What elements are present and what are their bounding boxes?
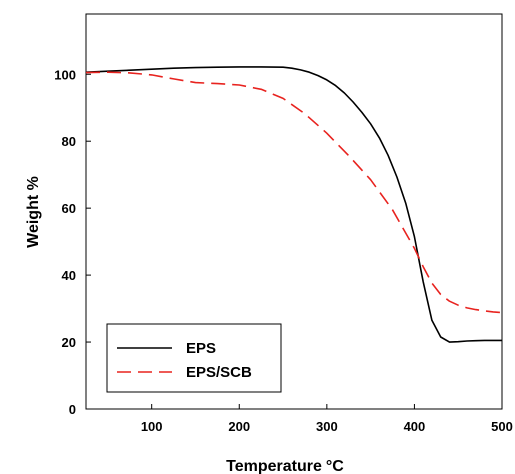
y-tick-label: 60 — [62, 201, 76, 216]
legend-label-eps: EPS — [186, 340, 216, 357]
y-tick-label: 0 — [69, 402, 76, 417]
x-axis-unit: °C — [326, 458, 344, 474]
y-axis-title: Weight % — [25, 176, 42, 248]
x-tick-label: 300 — [316, 419, 338, 434]
y-tick-label: 20 — [62, 335, 76, 350]
plot-area: 100 200 300 400 500 0 20 40 60 80 100 — [54, 13, 513, 434]
x-tick-label: 500 — [491, 419, 513, 434]
x-tick-label: 400 — [404, 419, 426, 434]
y-tick-label: 100 — [54, 67, 76, 82]
x-tick-label: 200 — [228, 419, 250, 434]
y-tick-label: 40 — [62, 268, 76, 283]
series-line-eps — [85, 66, 502, 343]
legend-label-eps-scb: EPS/SCB — [186, 364, 252, 381]
x-axis-title: Temperature °C — [226, 458, 344, 474]
x-tick-label: 100 — [141, 419, 163, 434]
legend-box — [106, 323, 282, 393]
series-line-eps-scb — [85, 71, 503, 314]
y-axis: 0 20 40 60 80 100 — [54, 67, 91, 417]
series-layer — [85, 66, 503, 343]
x-axis: 100 200 300 400 500 — [141, 404, 513, 434]
legend: EPS EPS/SCB — [106, 323, 282, 393]
x-axis-title-text: Temperature — [226, 458, 322, 474]
y-tick-label: 80 — [62, 134, 76, 149]
plot-frame — [85, 13, 503, 410]
